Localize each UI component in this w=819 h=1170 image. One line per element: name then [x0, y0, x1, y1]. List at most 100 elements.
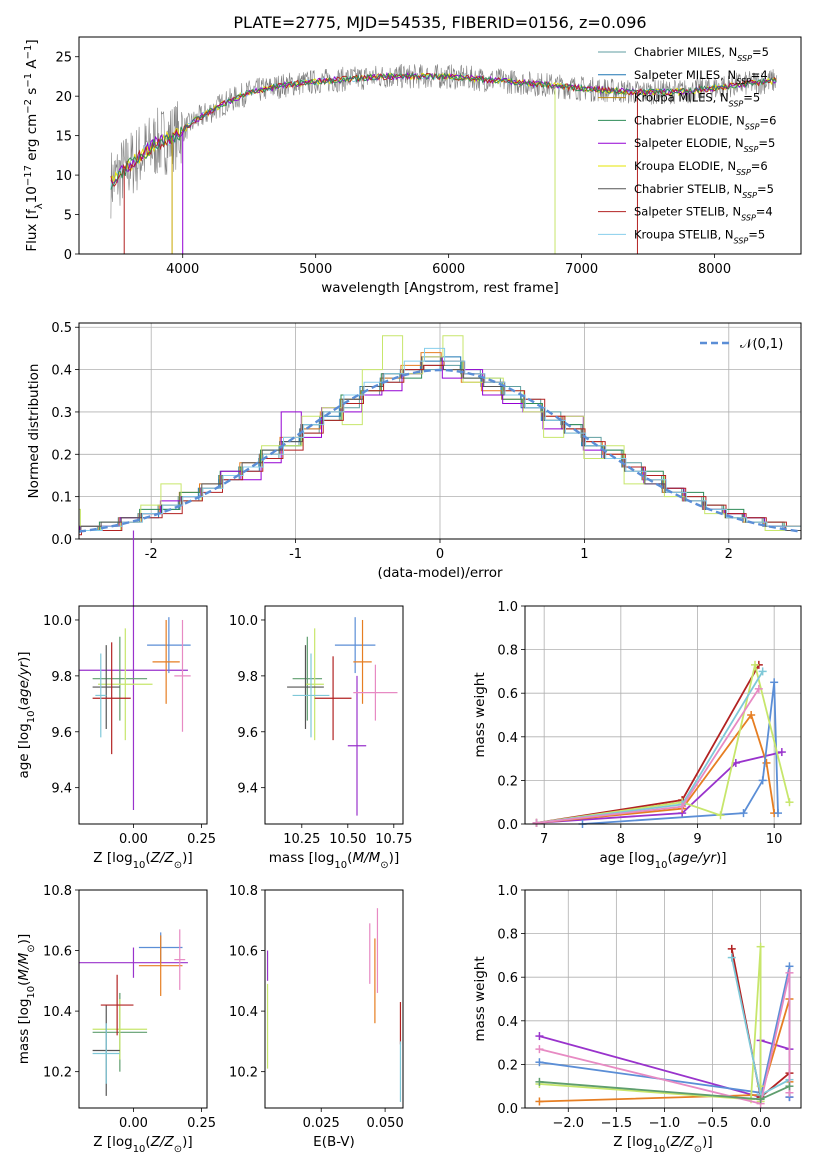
- legend-label-sub: SSP: [742, 190, 757, 199]
- x-tick-label: 9: [693, 832, 701, 847]
- x-axis-label-part: Z/Z: [150, 850, 175, 866]
- y-tick-label: 0.2: [497, 1058, 518, 1073]
- y-axis-label-part: λ: [34, 203, 45, 209]
- x-tick-label: 10: [766, 832, 783, 847]
- x-tick-label: −0.5: [697, 1116, 729, 1131]
- axes-frame: [78, 605, 208, 825]
- errorbar-point: [79, 947, 188, 978]
- y-tick-label: 1.0: [497, 884, 518, 899]
- y-tick-label: 0.4: [51, 364, 72, 379]
- y-axis-label-part: (: [16, 705, 32, 710]
- y-tick-label: 0.4: [497, 731, 518, 746]
- legend-label-tail: =5: [752, 45, 769, 59]
- x-axis-label-part: (: [665, 1134, 670, 1150]
- legend-label: Chabrier ELODIE, NSSP=6: [634, 113, 776, 130]
- errorbar-point: [98, 628, 153, 741]
- spectrum-lines: [110, 63, 778, 254]
- errorbar-point: [92, 999, 148, 1060]
- y-tick-label: 10.8: [229, 884, 258, 899]
- y-tick-label: 10.0: [229, 614, 258, 629]
- y-tick-label: 25: [55, 51, 72, 66]
- histogram-series: [79, 347, 801, 531]
- y-tick-label: 0.6: [497, 971, 518, 986]
- y-axis-label-part: age [log: [16, 723, 32, 778]
- y-axis-label-part: ⊙: [26, 944, 37, 952]
- errorbar-point: [353, 619, 372, 704]
- y-tick-label: 0.5: [51, 321, 72, 336]
- x-tick-label: 0.0: [750, 1116, 771, 1131]
- axes-frame: [78, 36, 802, 255]
- x-tick-label: -2: [145, 547, 158, 562]
- errorbar-point: [287, 645, 324, 729]
- y-axis-label-part: −1: [23, 45, 34, 60]
- errorbar-point: [92, 1023, 120, 1084]
- x-axis-label-part: Z [log: [93, 1134, 132, 1150]
- x-tick-label: −1.5: [601, 1116, 633, 1131]
- y-axis-label-part: 10: [26, 711, 37, 724]
- y-tick-label: 9.4: [237, 782, 258, 797]
- weight-line: [536, 751, 783, 824]
- legend-label: Kroupa MILES, NSSP=5: [634, 91, 760, 109]
- legend-label-tail: =5: [758, 136, 775, 150]
- legend-label-tail: =6: [751, 159, 768, 173]
- errorbar-point: [353, 664, 398, 721]
- y-axis-label: mass weight: [472, 672, 488, 757]
- legend-label-tail: =4: [751, 68, 768, 82]
- y-tick-label: 9.6: [237, 726, 258, 741]
- errorbar-point: [152, 619, 180, 704]
- histogram-series: [79, 335, 801, 531]
- y-tick-label: 0.0: [51, 533, 72, 548]
- legend-label-sub: SSP: [737, 54, 752, 63]
- weight-line: [539, 972, 791, 1105]
- errorbar-point: [100, 974, 134, 1036]
- x-axis-label-part: 10: [653, 1144, 666, 1155]
- y-tick-label: 15: [55, 130, 72, 145]
- errorbar-point: [334, 617, 376, 674]
- legend-label-sub: SSP: [741, 213, 756, 222]
- axes-frame: [264, 889, 404, 1109]
- x-axis-label-part: ⊙: [380, 860, 388, 871]
- histogram-series: [79, 360, 801, 536]
- weight-series: [535, 1077, 794, 1104]
- legend-label: Salpeter ELODIE, NSSP=5: [634, 136, 775, 154]
- y-axis-label-part: 10: [24, 186, 40, 203]
- weight-series: [532, 660, 763, 827]
- x-tick-label: 8: [617, 832, 625, 847]
- errorbar-point: [174, 929, 186, 990]
- weight-line: [536, 670, 764, 824]
- y-axis-label-part: Flux [f: [24, 208, 40, 252]
- legend-label: Salpeter MILES, NSSP=4: [634, 68, 768, 86]
- errorbar-point: [305, 628, 324, 741]
- weight-series: [532, 684, 763, 827]
- axes-frame: [78, 322, 802, 540]
- errorbar-point: [79, 530, 188, 811]
- legend-label-sub: SSP: [744, 145, 759, 154]
- x-axis-label: mass [log10(M/M⊙)]: [269, 850, 399, 871]
- weight-line: [536, 688, 760, 824]
- x-axis-label-part: 10: [655, 860, 668, 871]
- legend-label-tail: =5: [748, 227, 765, 241]
- legend-label: Kroupa STELIB, NSSP=5: [634, 227, 765, 245]
- x-tick-label: 0.25: [187, 832, 216, 847]
- legend-label-main: Chabrier ELODIE, N: [634, 113, 745, 127]
- errorbar-point: [92, 642, 131, 755]
- y-tick-label: 9.4: [51, 782, 72, 797]
- axes-frame: [524, 605, 802, 825]
- y-tick-label: 1.0: [497, 600, 518, 615]
- y-tick-label: 9.8: [51, 670, 72, 685]
- x-axis-label-part: )]: [716, 850, 727, 866]
- legend-label-tail: =5: [743, 91, 760, 105]
- y-axis-label-part: s: [24, 88, 40, 99]
- y-tick-label: 0.0: [497, 818, 518, 833]
- y-tick-label: 9.8: [237, 670, 258, 685]
- legend-label-tail: =6: [760, 113, 777, 127]
- weight-series: [535, 942, 765, 1106]
- x-tick-label: 7000: [565, 262, 598, 277]
- x-tick-label: 8000: [698, 262, 731, 277]
- y-axis-label: mass [log10(M/M⊙)]: [16, 934, 37, 1064]
- x-axis-label-part: age [log: [599, 850, 654, 866]
- y-tick-label: 5: [64, 209, 72, 224]
- y-axis-label-part: )]: [16, 934, 32, 945]
- x-tick-label: −1.0: [649, 1116, 681, 1131]
